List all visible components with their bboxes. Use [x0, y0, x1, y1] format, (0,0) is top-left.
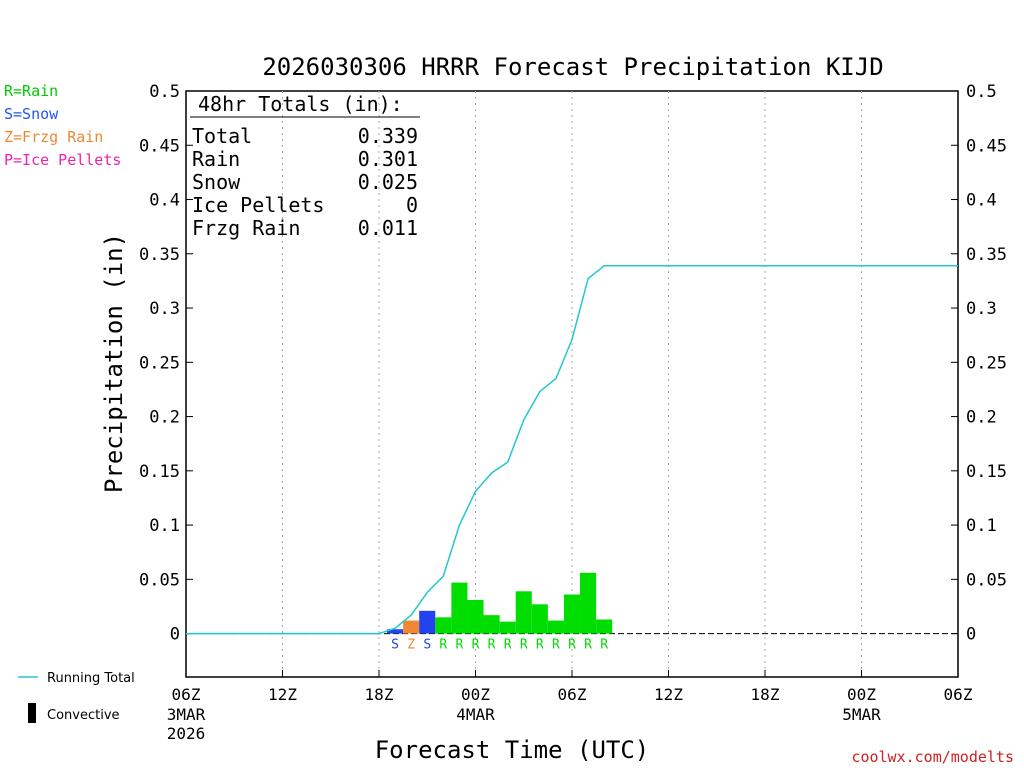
totals-row-label: Ice Pellets: [192, 193, 324, 217]
y-tick-label-right: 0.5: [966, 82, 997, 102]
running-total-legend-label: Running Total: [47, 671, 135, 686]
type-legend-entry: P=Ice Pellets: [4, 151, 121, 169]
precip-type-label: R: [504, 638, 512, 653]
y-tick-label-right: 0.35: [966, 245, 1007, 265]
precip-bar: [467, 599, 484, 634]
y-tick-label-right: 0: [966, 625, 976, 645]
precip-type-label: R: [488, 638, 496, 653]
y-tick-label-right: 0.1: [966, 516, 997, 536]
totals-row-label: Frzg Rain: [192, 216, 300, 240]
totals-row-value: 0.011: [358, 216, 418, 240]
precip-bar: [547, 620, 564, 634]
totals-row-value: 0.339: [358, 124, 418, 148]
precip-type-label: R: [520, 638, 528, 653]
x-tick-label: 18Z: [365, 685, 394, 704]
y-axis-label: Precipitation (in): [100, 233, 128, 493]
source-credit: coolwx.com/modelts: [851, 748, 1014, 766]
precip-bar: [580, 572, 597, 634]
x-date-label: 4MAR: [456, 705, 495, 724]
totals-row-value: 0: [406, 193, 418, 217]
totals-row-value: 0.025: [358, 170, 418, 194]
precip-type-label: R: [472, 638, 480, 653]
precip-type-label: R: [439, 638, 447, 653]
y-tick-label-left: 0.25: [139, 353, 180, 373]
x-date-label: 5MAR: [842, 705, 881, 724]
x-tick-label: 12Z: [654, 685, 683, 704]
totals-row-label: Rain: [192, 147, 240, 171]
y-tick-label-right: 0.2: [966, 408, 997, 428]
type-legend-entry: S=Snow: [4, 105, 59, 123]
x-axis-label: Forecast Time (UTC): [375, 736, 650, 764]
y-tick-label-right: 0.4: [966, 191, 997, 211]
totals-row-value: 0.301: [358, 147, 418, 171]
y-axis-right: 0 0.05 0.1 0.15 0.2 0.25 0.3 0.35 0.4 0.45 0.5: [951, 82, 1007, 645]
y-tick-label-left: 0.2: [149, 408, 180, 428]
precip-bar: [515, 591, 532, 634]
totals-box: 48hr Totals (in): Total 0.339 Rain 0.301 Snow…: [190, 92, 420, 240]
x-tick-label: 12Z: [268, 685, 297, 704]
running-total-line: [186, 264, 958, 635]
x-year-label: 2026: [167, 724, 206, 743]
precip-bar: [483, 615, 500, 634]
precip-bar: [419, 610, 436, 634]
convective-legend-label: Convective: [47, 708, 120, 723]
precip-bar: [596, 619, 613, 634]
x-tick-label: 06Z: [944, 685, 973, 704]
y-tick-label-right: 0.15: [966, 462, 1007, 482]
type-legend-entry: R=Rain: [4, 82, 58, 100]
y-tick-label-left: 0.05: [139, 570, 180, 590]
precip-type-label: Z: [407, 638, 415, 653]
precip-type-legend: R=Rain S=Snow Z=Frzg Rain P=Ice Pellets: [4, 82, 121, 169]
y-tick-label-right: 0.3: [966, 299, 997, 319]
x-tick-label: 00Z: [847, 685, 876, 704]
y-tick-label-right: 0.05: [966, 570, 1007, 590]
y-tick-label-left: 0.5: [149, 82, 180, 102]
x-tick-label: 06Z: [558, 685, 587, 704]
precip-bar: [499, 621, 516, 634]
precip-type-label: R: [456, 638, 464, 653]
y-tick-label-left: 0: [170, 625, 180, 645]
y-tick-label-right: 0.45: [966, 136, 1007, 156]
chart-title: 2026030306 HRRR Forecast Precipitation K…: [262, 53, 883, 81]
precip-bar: [387, 629, 404, 634]
precip-bar: [531, 604, 548, 634]
precip-type-label: R: [600, 638, 608, 653]
grid-lines: [282, 91, 862, 677]
y-tick-label-left: 0.1: [149, 516, 180, 536]
type-legend-entry: Z=Frzg Rain: [4, 128, 103, 146]
y-tick-label-left: 0.15: [139, 462, 180, 482]
hourly-bars: [387, 572, 613, 634]
totals-row-label: Snow: [192, 170, 241, 194]
x-tick-label: 00Z: [461, 685, 490, 704]
precip-bar: [403, 620, 420, 634]
y-tick-label-left: 0.3: [149, 299, 180, 319]
y-tick-label-left: 0.35: [139, 245, 180, 265]
precip-bar: [435, 617, 452, 634]
convective-legend-swatch: [28, 703, 36, 723]
precip-type-label: R: [584, 638, 592, 653]
totals-row-label: Total: [192, 124, 252, 148]
y-tick-label-right: 0.25: [966, 353, 1007, 373]
precip-bar: [451, 582, 468, 634]
precip-type-label: R: [536, 638, 544, 653]
x-date-label: 3MAR: [167, 705, 206, 724]
totals-heading: 48hr Totals (in):: [198, 92, 403, 116]
series-legend: Running Total Convective: [18, 671, 135, 723]
precip-type-label: S: [391, 638, 399, 653]
x-tick-label: 18Z: [751, 685, 780, 704]
y-tick-label-left: 0.45: [139, 136, 180, 156]
precip-bar: [563, 594, 581, 634]
precip-type-label: R: [568, 638, 576, 653]
y-axis-left: 0 0.05 0.1 0.15 0.2 0.25 0.3 0.35 0.4 0.45 0.5: [139, 82, 193, 645]
precip-type-label: S: [423, 638, 431, 653]
y-tick-label-left: 0.4: [149, 191, 180, 211]
x-tick-label: 06Z: [172, 685, 201, 704]
precip-type-label: R: [552, 638, 560, 653]
